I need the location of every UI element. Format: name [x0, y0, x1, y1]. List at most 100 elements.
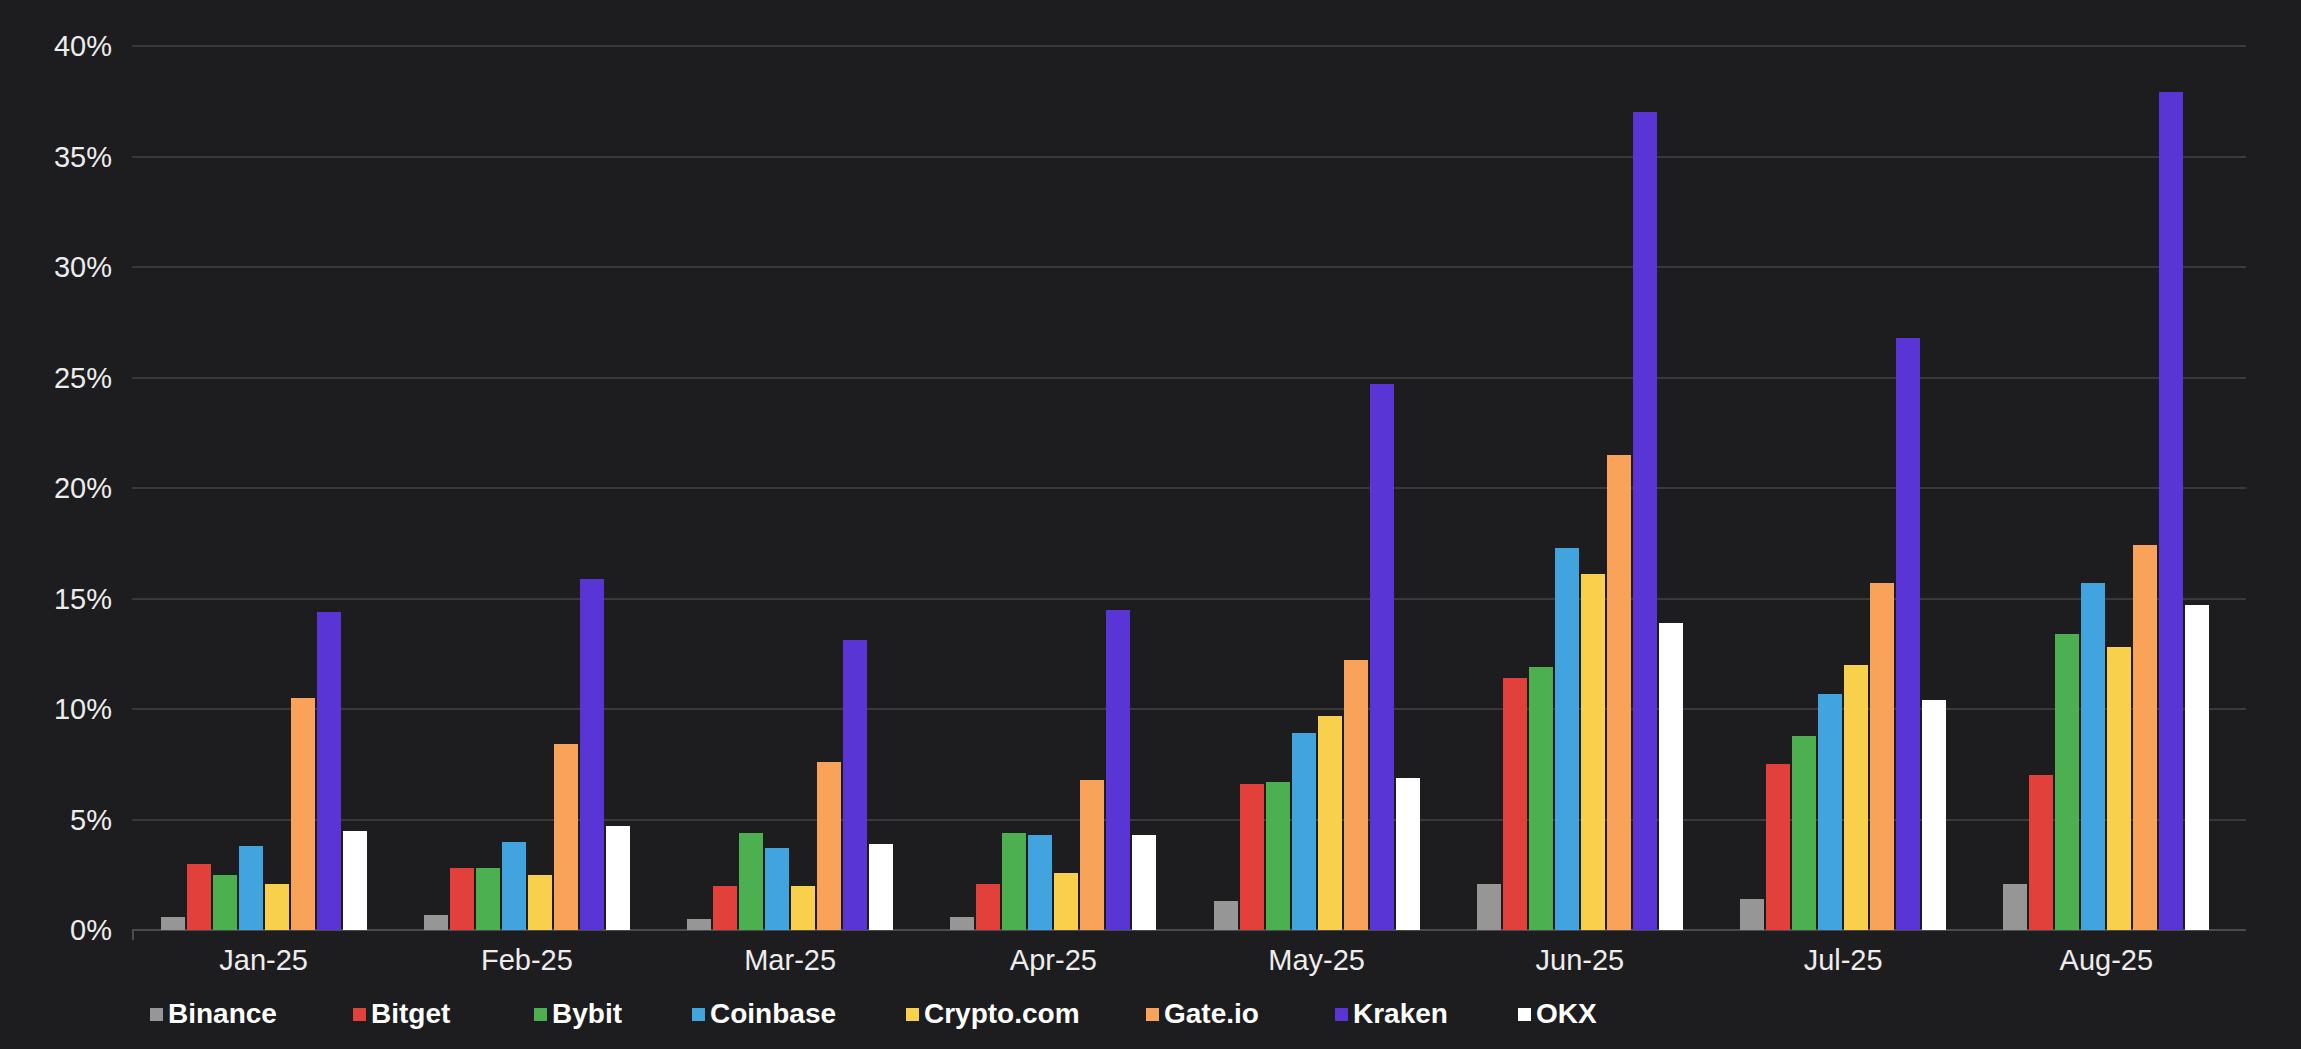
bar-gateio-jan-25 [291, 698, 315, 930]
y-axis-tick-label: 0% [0, 914, 112, 947]
bar-bitget-aug-25 [2029, 775, 2053, 930]
bar-binance-apr-25 [950, 917, 974, 930]
legend-item-bybit[interactable]: Bybit [534, 998, 622, 1030]
bar-binance-jun-25 [1477, 884, 1501, 930]
bar-gateio-apr-25 [1080, 780, 1104, 930]
legend-marker-icon [1518, 1008, 1531, 1021]
legend-label: Coinbase [710, 998, 836, 1030]
bar-gateio-may-25 [1344, 660, 1368, 930]
legend-marker-icon [692, 1008, 705, 1021]
bar-bitget-feb-25 [450, 868, 474, 930]
bar-gateio-jul-25 [1870, 583, 1894, 930]
bar-cryptocom-feb-25 [528, 875, 552, 930]
gridline [132, 45, 2246, 47]
bar-binance-jan-25 [161, 917, 185, 930]
bar-bitget-apr-25 [976, 884, 1000, 930]
bar-bybit-jan-25 [213, 875, 237, 930]
legend-marker-icon [1335, 1008, 1348, 1021]
gridline [132, 266, 2246, 268]
bar-kraken-jan-25 [317, 612, 341, 930]
legend-item-bitget[interactable]: Bitget [353, 998, 450, 1030]
bar-bybit-jun-25 [1529, 667, 1553, 930]
bar-okx-mar-25 [869, 844, 893, 930]
crypto-exchange-market-share-bar-chart: 0%5%10%15%20%25%30%35%40%Jan-25Feb-25Mar… [0, 0, 2301, 1049]
bar-cryptocom-apr-25 [1054, 873, 1078, 930]
bar-okx-jun-25 [1659, 623, 1683, 930]
y-axis-tick-label: 15% [0, 582, 112, 615]
bar-bitget-mar-25 [713, 886, 737, 930]
bar-kraken-aug-25 [2159, 92, 2183, 930]
bar-coinbase-feb-25 [502, 842, 526, 930]
bar-cryptocom-may-25 [1318, 716, 1342, 930]
legend-marker-icon [534, 1008, 547, 1021]
bar-okx-jan-25 [343, 831, 367, 930]
x-axis-label: May-25 [1185, 944, 1448, 977]
legend-item-binance[interactable]: Binance [150, 998, 277, 1030]
legend-item-gateio[interactable]: Gate.io [1146, 998, 1259, 1030]
bar-okx-jul-25 [1922, 700, 1946, 930]
bar-kraken-feb-25 [580, 579, 604, 930]
bar-coinbase-mar-25 [765, 848, 789, 930]
bar-bitget-jul-25 [1766, 764, 1790, 930]
x-axis-label: Feb-25 [395, 944, 658, 977]
legend-label: Gate.io [1164, 998, 1259, 1030]
y-axis-tick-label: 25% [0, 361, 112, 394]
gridline [132, 487, 2246, 489]
bar-cryptocom-jan-25 [265, 884, 289, 930]
bar-kraken-jun-25 [1633, 112, 1657, 930]
x-axis-label: Jun-25 [1448, 944, 1711, 977]
bar-coinbase-aug-25 [2081, 583, 2105, 930]
bar-cryptocom-jun-25 [1581, 574, 1605, 930]
bar-bybit-aug-25 [2055, 634, 2079, 930]
bar-bitget-may-25 [1240, 784, 1264, 930]
bar-cryptocom-mar-25 [791, 886, 815, 930]
y-axis-tick-label: 5% [0, 803, 112, 836]
legend-item-okx[interactable]: OKX [1518, 998, 1597, 1030]
legend-item-kraken[interactable]: Kraken [1335, 998, 1448, 1030]
bar-bybit-feb-25 [476, 868, 500, 930]
y-axis-tick-label: 10% [0, 693, 112, 726]
bar-gateio-mar-25 [817, 762, 841, 930]
bar-okx-aug-25 [2185, 605, 2209, 930]
bar-coinbase-jun-25 [1555, 548, 1579, 930]
y-axis-tick-label: 40% [0, 30, 112, 63]
x-axis-label: Jul-25 [1712, 944, 1975, 977]
bar-gateio-aug-25 [2133, 545, 2157, 930]
bar-binance-aug-25 [2003, 884, 2027, 930]
bar-binance-may-25 [1214, 901, 1238, 930]
legend-label: Binance [168, 998, 277, 1030]
legend-marker-icon [150, 1008, 163, 1021]
bar-coinbase-jul-25 [1818, 694, 1842, 930]
bar-kraken-apr-25 [1106, 610, 1130, 930]
x-axis-label: Jan-25 [132, 944, 395, 977]
legend-marker-icon [906, 1008, 919, 1021]
bar-gateio-jun-25 [1607, 455, 1631, 930]
legend-item-coinbase[interactable]: Coinbase [692, 998, 836, 1030]
bar-okx-may-25 [1396, 778, 1420, 930]
bar-okx-feb-25 [606, 826, 630, 930]
legend-label: Crypto.com [924, 998, 1080, 1030]
bar-kraken-jul-25 [1896, 338, 1920, 930]
legend-label: OKX [1536, 998, 1597, 1030]
legend-label: Kraken [1353, 998, 1448, 1030]
legend-item-cryptocom[interactable]: Crypto.com [906, 998, 1080, 1030]
y-axis-tick-label: 30% [0, 251, 112, 284]
bar-bybit-apr-25 [1002, 833, 1026, 930]
bar-bybit-jul-25 [1792, 736, 1816, 930]
gridline [132, 598, 2246, 600]
x-axis-label: Mar-25 [659, 944, 922, 977]
x-axis-tick [132, 930, 134, 940]
bar-cryptocom-jul-25 [1844, 665, 1868, 930]
legend-label: Bybit [552, 998, 622, 1030]
legend-marker-icon [1146, 1008, 1159, 1021]
x-axis-label: Apr-25 [922, 944, 1185, 977]
bar-binance-mar-25 [687, 919, 711, 930]
bar-coinbase-jan-25 [239, 846, 263, 930]
bar-gateio-feb-25 [554, 744, 578, 930]
legend-marker-icon [353, 1008, 366, 1021]
bar-coinbase-may-25 [1292, 733, 1316, 930]
bar-bitget-jun-25 [1503, 678, 1527, 930]
bar-cryptocom-aug-25 [2107, 647, 2131, 930]
legend-label: Bitget [371, 998, 450, 1030]
bar-kraken-may-25 [1370, 384, 1394, 930]
